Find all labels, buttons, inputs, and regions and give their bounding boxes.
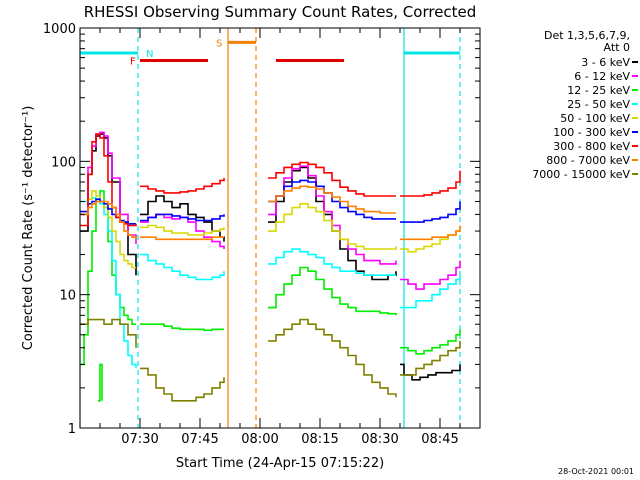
series-2-segment-4 [400, 329, 461, 355]
x-axis: 07:30 07:45 08:00 08:15 08:30 08:45 [79, 28, 481, 447]
series-1-segment-2 [268, 165, 397, 265]
x-tick-label: 08:45 [421, 432, 458, 447]
y-axis-label: Corrected Count Rate (s⁻¹ detector⁻¹) [21, 106, 36, 351]
series-7-segment-0 [80, 200, 137, 240]
legend-att: Att 0 [604, 41, 630, 54]
x-tick-label: 08:15 [301, 432, 338, 447]
series-3-segment-3 [400, 275, 461, 309]
legend-entry-4: 50 - 100 keV [560, 112, 630, 125]
legend-entry-3: 25 - 50 keV [567, 98, 630, 111]
x-tick-label: 07:45 [181, 432, 218, 447]
series-8-segment-1 [140, 367, 225, 402]
flag-label-F: F [130, 57, 136, 68]
series-1-segment-3 [400, 260, 461, 290]
series-7-segment-1 [140, 236, 224, 241]
series-8-segment-0 [80, 318, 137, 348]
legend-entry-2: 12 - 25 keV [567, 84, 630, 97]
series-5-segment-3 [400, 201, 461, 223]
series-2-segment-2 [140, 323, 224, 332]
series-8-segment-3 [400, 340, 461, 376]
timestamp: 28-Oct-2021 00:01 [558, 467, 634, 476]
legend-entry-8: 7000 - 15000 keV [532, 168, 630, 181]
y-tick-label: 1000 [43, 22, 76, 37]
legend-header: Det 1,3,5,6,7,9, [544, 29, 630, 42]
y-tick-label: 1 [68, 422, 76, 437]
series-2-segment-3 [268, 266, 397, 316]
chart-title: RHESSI Observing Summary Count Rates, Co… [84, 3, 477, 21]
series-5-segment-1 [140, 213, 225, 222]
series-6-segment-2 [268, 161, 396, 197]
x-tick-label: 07:30 [121, 432, 158, 447]
flag-label-S: S [216, 38, 222, 49]
series-4-segment-0 [80, 190, 136, 269]
series-6-segment-3 [400, 170, 461, 197]
x-tick-label: 08:30 [361, 432, 398, 447]
legend-entry-5: 100 - 300 keV [553, 126, 630, 139]
legend-entry-1: 6 - 12 keV [574, 70, 630, 83]
series-3-segment-2 [268, 248, 396, 276]
plot-area: NF S [79, 28, 461, 428]
series-6-segment-1 [140, 178, 225, 194]
legend-entry-0: 3 - 6 keV [581, 56, 630, 69]
x-tick-label: 08:00 [241, 432, 278, 447]
series-4-segment-1 [140, 224, 225, 236]
series-3-segment-1 [140, 253, 225, 281]
x-axis-label: Start Time (24-Apr-15 07:15:22) [176, 456, 384, 471]
series-7-segment-2 [268, 185, 396, 214]
series-8-segment-2 [268, 318, 397, 398]
y-axis: 1 10 100 1000 [43, 22, 480, 437]
series-4-segment-2 [268, 203, 397, 250]
series-2-segment-1 [98, 363, 103, 402]
series-7-segment-3 [400, 225, 461, 241]
legend-entry-6: 300 - 800 keV [553, 140, 630, 153]
y-tick-label: 10 [59, 289, 76, 304]
y-tick-label: 100 [51, 155, 76, 170]
series-6-segment-0 [80, 133, 137, 227]
series-0-segment-3 [400, 363, 461, 381]
flag-label-N: N [146, 49, 153, 60]
legend-entry-7: 800 - 7000 keV [546, 154, 630, 167]
